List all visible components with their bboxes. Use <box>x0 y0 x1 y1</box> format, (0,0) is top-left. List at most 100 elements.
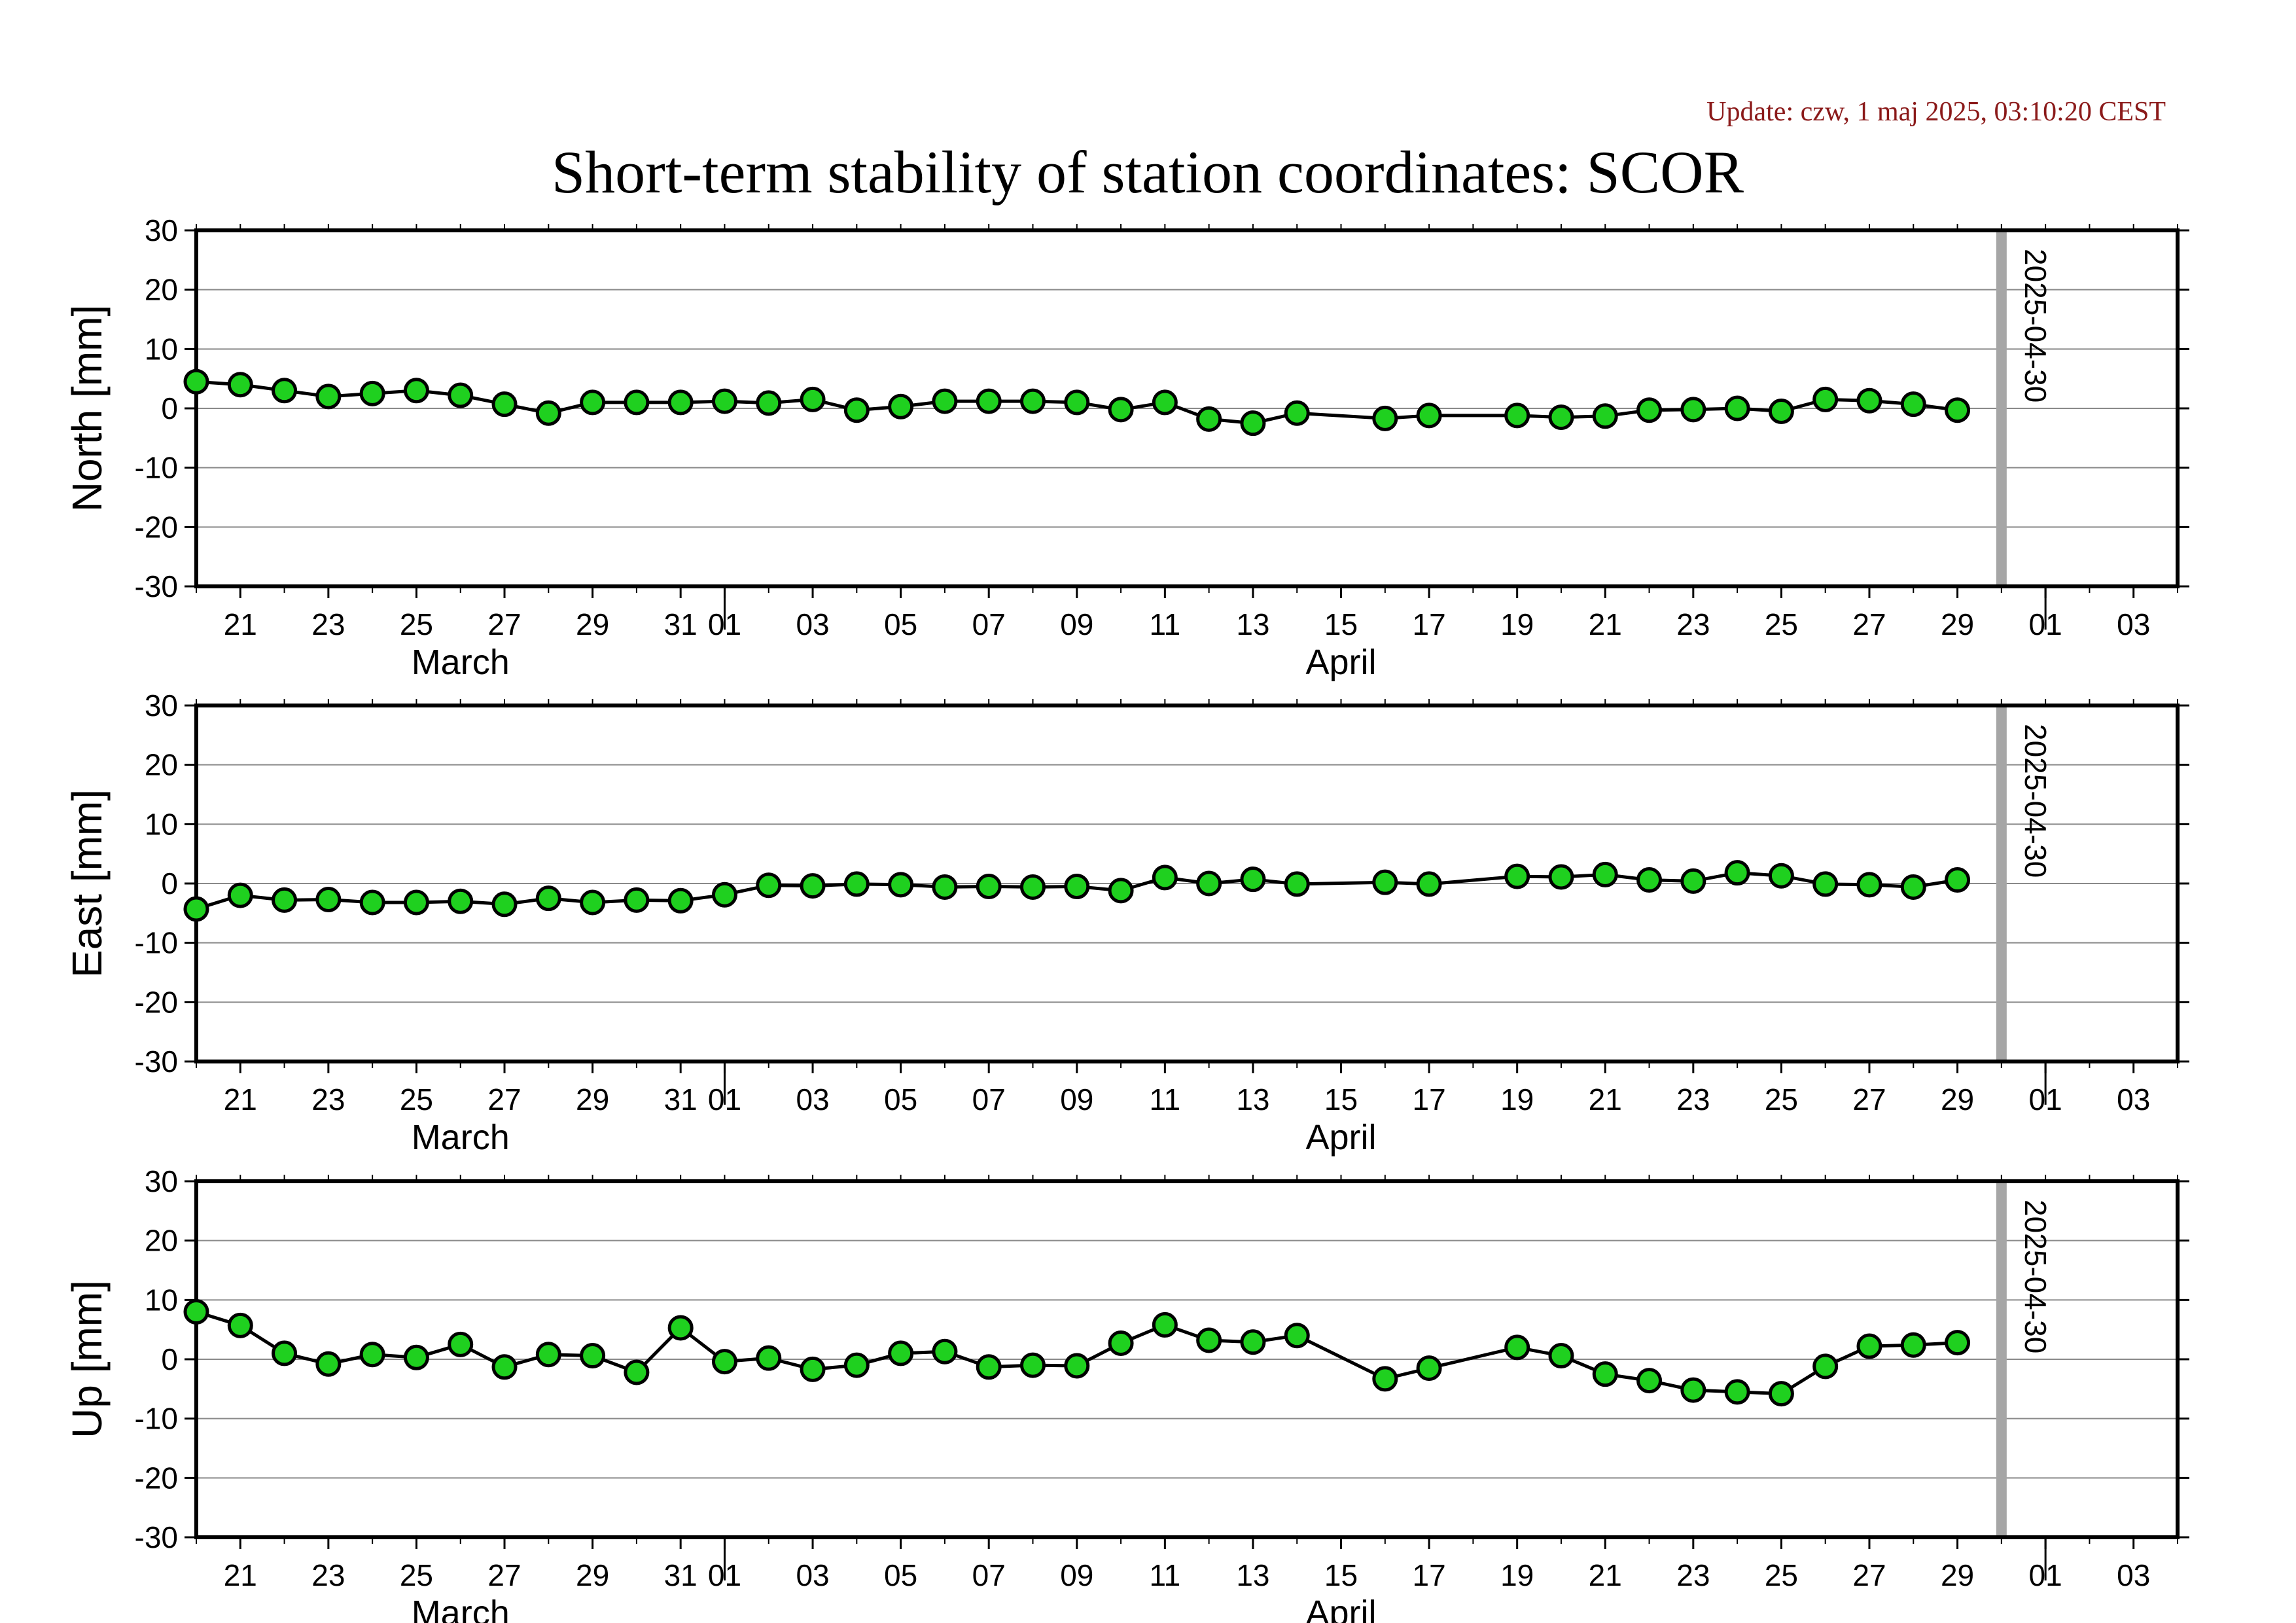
data-point <box>932 1338 958 1364</box>
data-point <box>1284 871 1310 897</box>
data-point <box>976 1354 1002 1380</box>
y-tick-label: 10 <box>145 332 178 366</box>
data-point <box>1240 866 1266 893</box>
data-point <box>183 1298 209 1325</box>
x-tick-label: 23 <box>311 1558 345 1592</box>
data-point <box>580 389 606 416</box>
data-point <box>888 872 914 898</box>
x-tick-label: 13 <box>1236 1558 1269 1592</box>
data-point <box>667 887 694 914</box>
data-point <box>448 382 474 408</box>
data-point <box>1636 1368 1663 1394</box>
data-point <box>976 388 1002 414</box>
data-point <box>1945 397 1971 423</box>
x-tick-label: 23 <box>311 1082 345 1116</box>
data-point <box>359 889 385 916</box>
month-label: April <box>1305 1118 1376 1157</box>
x-tick-label: 05 <box>884 607 917 641</box>
x-tick-label: 03 <box>796 1082 829 1116</box>
data-point <box>227 1312 253 1338</box>
x-tick-label: 21 <box>1589 1082 1622 1116</box>
x-tick-label: 13 <box>1236 1082 1269 1116</box>
data-point <box>667 389 694 416</box>
data-point <box>843 397 870 423</box>
data-point <box>1019 388 1046 414</box>
data-point <box>624 1359 650 1385</box>
data-point <box>535 885 561 912</box>
data-point <box>1812 871 1839 897</box>
data-point <box>359 1342 385 1368</box>
data-point <box>403 1344 429 1370</box>
x-tick-label: 19 <box>1500 1082 1534 1116</box>
data-point <box>1812 386 1839 412</box>
data-point <box>1592 403 1618 429</box>
data-point <box>1768 863 1794 889</box>
data-point <box>1196 1327 1222 1353</box>
x-tick-label: 25 <box>400 1082 433 1116</box>
data-point <box>711 882 737 908</box>
data-point <box>1372 869 1398 895</box>
x-tick-label: 29 <box>576 1082 609 1116</box>
y-tick-label: -30 <box>135 1520 178 1554</box>
data-point <box>1108 878 1134 904</box>
data-point <box>272 378 298 404</box>
x-tick-label: 25 <box>400 1558 433 1592</box>
x-tick-label: 15 <box>1324 1558 1358 1592</box>
x-tick-label: 09 <box>1060 607 1093 641</box>
x-tick-label: 19 <box>1500 1558 1534 1592</box>
panel-east: 2025-04-30 30 20 10 0 -10 -20 -30 East [mm] 21 23 2… <box>63 688 2189 1157</box>
data-point <box>272 887 298 913</box>
chart-title: Short-term stability of station coordina… <box>552 139 1744 205</box>
x-tick-label: 17 <box>1413 1558 1446 1592</box>
data-point <box>1548 404 1574 431</box>
data-point <box>403 889 429 916</box>
data-point <box>227 882 253 908</box>
data-point <box>183 368 209 395</box>
x-tick-label: 03 <box>2117 1082 2150 1116</box>
data-point <box>800 873 826 899</box>
x-tick-label: 03 <box>796 607 829 641</box>
data-point <box>1416 1355 1442 1382</box>
month-label: April <box>1305 643 1376 682</box>
month-label: March <box>412 1594 510 1623</box>
x-tick-label: 25 <box>400 607 433 641</box>
data-point <box>800 1356 826 1382</box>
x-tick-label: 17 <box>1413 1082 1446 1116</box>
x-tick-label: 15 <box>1324 1082 1358 1116</box>
data-point <box>1196 870 1222 897</box>
y-tick-label: -30 <box>135 1044 178 1079</box>
data-point <box>1724 860 1750 886</box>
data-point <box>624 389 650 416</box>
month-label: March <box>412 643 510 682</box>
data-point <box>1680 1377 1706 1403</box>
data-point <box>448 1331 474 1357</box>
data-point <box>932 388 958 414</box>
x-tick-label: 07 <box>972 607 1006 641</box>
data-point <box>491 891 518 918</box>
x-tick-label: 11 <box>1149 1082 1180 1116</box>
data-point <box>272 1340 298 1366</box>
x-tick-label: 23 <box>1676 607 1710 641</box>
x-tick-label: 03 <box>796 1558 829 1592</box>
x-tick-label: 05 <box>884 1558 917 1592</box>
data-point <box>1680 868 1706 894</box>
update-timestamp: Update: czw, 1 maj 2025, 03:10:20 CEST <box>1706 97 2166 127</box>
data-point <box>448 888 474 914</box>
data-point <box>227 372 253 398</box>
data-point <box>1504 402 1530 429</box>
x-tick-label: 25 <box>1765 1082 1798 1116</box>
data-point <box>711 1349 737 1375</box>
x-tick-label: 21 <box>224 1082 257 1116</box>
data-point <box>1945 867 1971 893</box>
y-tick-label: -10 <box>135 1402 178 1436</box>
data-point <box>315 1351 342 1377</box>
y-tick-label: 20 <box>145 1224 178 1258</box>
x-tick-label: 03 <box>2117 1558 2150 1592</box>
data-point <box>1372 1366 1398 1392</box>
data-point <box>1900 391 1926 418</box>
x-tick-label: 29 <box>1941 1082 1974 1116</box>
x-tick-label: 07 <box>972 1082 1006 1116</box>
data-point <box>843 1352 870 1378</box>
data-point <box>800 386 826 412</box>
data-point <box>359 380 385 406</box>
